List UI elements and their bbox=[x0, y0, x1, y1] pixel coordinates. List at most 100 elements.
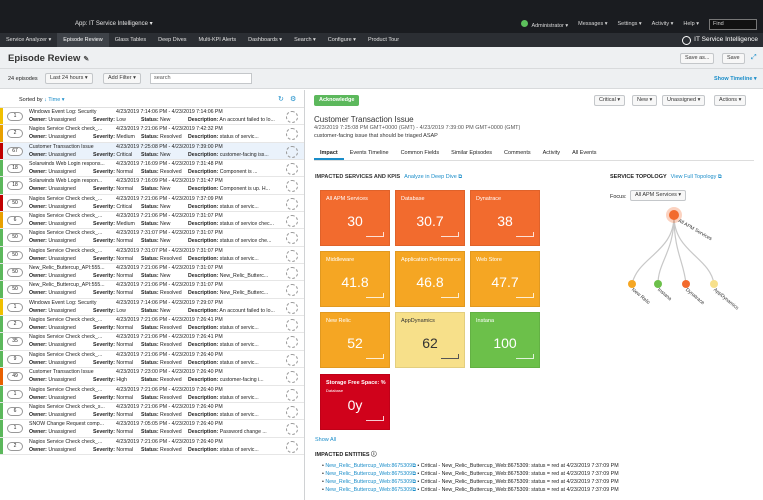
kpi-tile[interactable]: Application Performance 46.8 bbox=[395, 251, 465, 307]
episode-title: Nagios Service Check check_... bbox=[29, 126, 103, 133]
kpi-tile-name: Middleware bbox=[326, 257, 355, 263]
entity-link[interactable]: New_Relic_Buttercup_Web:8675309⧉ bbox=[325, 487, 416, 493]
nav-items: Service Analyzer ▾ Episode Review Glass Ta… bbox=[0, 33, 763, 47]
topology-node-dynatrace[interactable] bbox=[682, 280, 690, 288]
owner-dropdown[interactable]: Unassigned ▾ bbox=[662, 95, 706, 106]
actions-dropdown[interactable]: Actions ▾ bbox=[714, 95, 747, 106]
event-count-badge: 6 bbox=[7, 216, 23, 226]
view-full-topology-link[interactable]: View Full Topology ⧉ bbox=[670, 174, 722, 180]
episode-row[interactable]: 9 Nagios Service Check check_... 4/23/2019… bbox=[0, 350, 304, 369]
nav-item[interactable]: Configure ▾ bbox=[327, 37, 356, 43]
detail-tab[interactable]: All Events bbox=[572, 150, 597, 156]
analyze-deep-dive-link[interactable]: Analyze in Deep Dive ⧉ bbox=[404, 174, 463, 180]
topology-node-instana[interactable] bbox=[654, 280, 662, 288]
nav-item[interactable]: Product Tour bbox=[367, 37, 400, 43]
episode-row[interactable]: 35 Nagios Service Check check_... 4/23/201… bbox=[0, 333, 304, 351]
sparkline bbox=[516, 293, 534, 298]
edit-pencil-icon[interactable]: ✎ bbox=[83, 56, 90, 63]
kpi-tile-value: 100 bbox=[493, 335, 517, 351]
episode-row[interactable]: 50 New_Relic_Buttercup_API:555... 4/23/201… bbox=[0, 264, 304, 282]
detail-tab[interactable]: Common Fields bbox=[400, 150, 440, 156]
episode-row[interactable]: 2 Nagios Service Check check_... 4/23/2019… bbox=[0, 437, 304, 455]
episode-row[interactable]: 2 Nagios Service Check check_... 4/23/2019… bbox=[0, 316, 304, 334]
episode-row[interactable]: 2 Nagios Service Check check_... 4/23/2019… bbox=[0, 125, 304, 143]
kpi-tile[interactable]: Web Store 47.7 bbox=[470, 251, 540, 307]
kpi-tile-name: Web Store bbox=[476, 257, 502, 263]
save-as-button[interactable]: Save as... bbox=[680, 53, 715, 64]
episode-row[interactable]: 1 Windows Event Log: Security 4/23/2019 7:… bbox=[0, 108, 304, 126]
help-menu[interactable]: Help ▾ bbox=[683, 21, 699, 27]
episode-row[interactable]: 50 Nagios Service Check check_... 4/23/201… bbox=[0, 246, 304, 265]
detail-tab[interactable]: Activity bbox=[542, 150, 561, 156]
activity-menu[interactable]: Activity ▾ bbox=[651, 21, 674, 27]
messages-menu[interactable]: Messages ▾ bbox=[578, 21, 608, 27]
nav-item[interactable]: Dashboards ▾ bbox=[248, 37, 283, 43]
nav-item[interactable]: Deep Dives bbox=[158, 37, 187, 43]
topology-node-new-relic[interactable] bbox=[628, 280, 636, 288]
kpi-tile-value: 30.7 bbox=[416, 213, 444, 229]
episode-row[interactable]: 1 SNOW Change Request comp... 4/23/2019 7:… bbox=[0, 420, 304, 438]
topology-node-all-apm[interactable] bbox=[669, 210, 679, 220]
nav-item[interactable]: Glass Tables bbox=[114, 37, 147, 43]
refresh-icon[interactable]: ↻ bbox=[278, 96, 284, 103]
search-input[interactable]: search bbox=[150, 73, 252, 84]
user-menu[interactable]: Administrator ▾ bbox=[521, 19, 568, 29]
event-count-badge: 6 bbox=[7, 406, 23, 416]
expand-icon[interactable]: ⤢ bbox=[751, 54, 757, 61]
kpi-tile[interactable]: Middleware 41.8 bbox=[320, 251, 390, 307]
kpi-tile[interactable]: All APM Services 30 bbox=[320, 190, 390, 246]
episode-row[interactable]: 50 Nagios Service Check check_... 4/23/201… bbox=[0, 229, 304, 247]
topology-node-appdynamics[interactable] bbox=[710, 280, 718, 288]
episode-title: Nagios Service Check check_... bbox=[29, 247, 103, 254]
episode-row[interactable]: 67 Customer Transaction Issue 4/23/2019 7:… bbox=[0, 142, 304, 161]
kpi-tile-value: 30 bbox=[347, 213, 363, 229]
kpi-tile[interactable]: Instana 100 bbox=[470, 312, 540, 368]
event-count-badge: 50 bbox=[7, 268, 23, 278]
entity-link[interactable]: New_Relic_Buttercup_Web:8675309⧉ bbox=[325, 463, 416, 469]
entity-row: • New_Relic_Buttercup_Web:8675309⧉ • Cri… bbox=[322, 471, 619, 477]
episode-time: 4/23/2019 7:21:06 PM - 4/23/2019 7:26:41… bbox=[116, 317, 223, 324]
detail-tab[interactable]: Impact bbox=[314, 147, 344, 160]
entity-link[interactable]: New_Relic_Buttercup_Web:8675309⧉ bbox=[325, 479, 416, 485]
episode-row[interactable]: 18 Solarwinds Web Login respons... 4/23/20… bbox=[0, 160, 304, 178]
episode-row[interactable]: 50 New_Relic_Buttercup_API:555... 4/23/201… bbox=[0, 281, 304, 299]
nav-item[interactable]: Search ▾ bbox=[294, 37, 316, 43]
kpi-tile-storage[interactable]: Storage Free Space: % Database 0y bbox=[320, 374, 390, 430]
acknowledge-button[interactable]: Acknowledge bbox=[314, 95, 360, 106]
episode-row[interactable]: 6 Nagios Service Check check_s... 4/23/201… bbox=[0, 402, 304, 421]
kpi-tile[interactable]: Database 30.7 bbox=[395, 190, 465, 246]
sort-control[interactable]: Sorted by ↓ Time ▾ bbox=[19, 97, 65, 103]
add-filter-button[interactable]: Add Filter ▾ bbox=[103, 73, 141, 84]
severity-dropdown[interactable]: Critical ▾ bbox=[594, 95, 626, 106]
kpi-tile-name: Dynatrace bbox=[476, 196, 502, 202]
episode-row[interactable]: 6 Nagios Service Check check_... 4/23/2019… bbox=[0, 212, 304, 230]
save-button[interactable]: Save bbox=[722, 53, 745, 64]
detail-tab[interactable]: Events Timeline bbox=[349, 150, 389, 156]
kpi-tile[interactable]: New Relic 52 bbox=[320, 312, 390, 368]
show-timeline-link[interactable]: Show Timeline ▾ bbox=[714, 76, 757, 82]
app-selector[interactable]: App: IT Service Intelligence ▾ bbox=[75, 21, 153, 27]
nav-item[interactable]: Episode Review bbox=[57, 33, 109, 47]
kpi-tile[interactable]: Dynatrace 38 bbox=[470, 190, 540, 246]
episode-row[interactable]: 50 Nagios Service Check check_... 4/23/201… bbox=[0, 194, 304, 213]
episode-row[interactable]: 1 Windows Event Log: Security 4/23/2019 7:… bbox=[0, 298, 304, 317]
time-range-dropdown[interactable]: Last 24 hours ▾ bbox=[45, 73, 93, 84]
kpi-tile[interactable]: AppDynamics 62 bbox=[395, 312, 465, 368]
detail-tab[interactable]: Comments bbox=[504, 150, 531, 156]
find-input[interactable]: Find bbox=[709, 18, 757, 30]
focus-dropdown[interactable]: All APM Services ▾ bbox=[630, 190, 687, 201]
event-count-badge: 35 bbox=[7, 337, 23, 347]
nav-item[interactable]: Service Analyzer ▾ bbox=[6, 37, 52, 43]
episode-row[interactable]: 18 Solarwinds Web Login respon... 4/23/201… bbox=[0, 177, 304, 195]
progress-circle-icon bbox=[286, 267, 298, 280]
event-count-badge: 50 bbox=[7, 198, 23, 208]
gear-icon[interactable]: ⚙ bbox=[290, 96, 297, 103]
detail-tab[interactable]: Similar Episodes bbox=[451, 150, 493, 156]
show-all-link[interactable]: Show All bbox=[315, 437, 337, 443]
episode-row[interactable]: 1 Nagios Service Check check_... 4/23/2019… bbox=[0, 385, 304, 403]
nav-item[interactable]: Multi-KPI Alerts bbox=[198, 37, 237, 43]
entity-link[interactable]: New_Relic_Buttercup_Web:8675309⧉ bbox=[325, 471, 416, 477]
status-dropdown[interactable]: New ▾ bbox=[632, 95, 658, 106]
settings-menu[interactable]: Settings ▾ bbox=[617, 21, 642, 27]
episode-row[interactable]: 49 Customer Transaction Issue 4/23/2019 7:… bbox=[0, 368, 304, 386]
